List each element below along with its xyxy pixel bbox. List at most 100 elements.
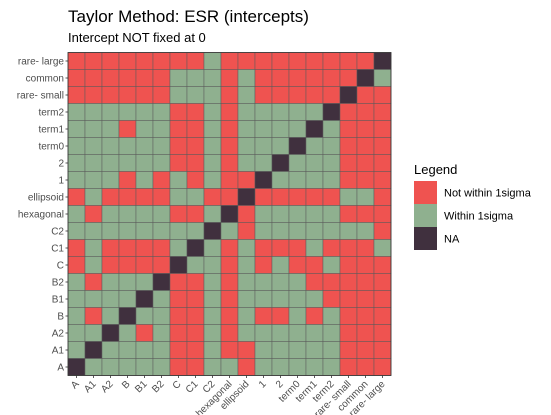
heatmap-cell	[67, 69, 86, 87]
legend-key-w	[414, 204, 437, 227]
heatmap-cell	[220, 341, 239, 359]
heatmap-cell	[203, 103, 222, 121]
y-tick-label: rare- large	[18, 57, 65, 68]
heatmap-cell	[254, 358, 273, 376]
heatmap-cell	[152, 86, 171, 104]
heatmap-cell	[254, 222, 273, 240]
heatmap-cell	[373, 69, 392, 87]
heatmap-cell	[356, 273, 375, 291]
heatmap-cell	[118, 137, 137, 155]
heatmap-cell	[186, 171, 205, 189]
heatmap-cell	[373, 86, 392, 104]
heatmap-cell	[305, 273, 324, 291]
heatmap-cell	[322, 69, 341, 87]
heatmap-cell	[305, 256, 324, 274]
heatmap-cell	[203, 358, 222, 376]
heatmap-cell	[356, 171, 375, 189]
heatmap-cell	[169, 120, 188, 138]
heatmap-cell	[339, 103, 358, 121]
heatmap-cell	[135, 171, 154, 189]
heatmap-cell	[186, 52, 205, 70]
heatmap-cell	[254, 188, 273, 206]
heatmap-cell	[67, 188, 86, 206]
heatmap-cell	[169, 171, 188, 189]
y-tick-label: A1	[52, 346, 65, 357]
heatmap-cell	[339, 341, 358, 359]
heatmap-cell	[305, 358, 324, 376]
heatmap-cell	[186, 222, 205, 240]
heatmap-cell	[67, 239, 86, 257]
heatmap-cell	[101, 341, 120, 359]
heatmap-cell	[254, 86, 273, 104]
heatmap-cell	[305, 103, 324, 121]
heatmap-cell	[339, 324, 358, 342]
heatmap-cell	[305, 341, 324, 359]
heatmap-cell	[220, 307, 239, 325]
heatmap-cell	[84, 52, 103, 70]
heatmap-cell	[84, 154, 103, 172]
heatmap-cell	[271, 222, 290, 240]
heatmap-cell	[152, 358, 171, 376]
heatmap-cell	[237, 290, 256, 308]
heatmap-cell	[356, 358, 375, 376]
heatmap-cell	[305, 171, 324, 189]
heatmap-cell	[84, 273, 103, 291]
heatmap-cell	[84, 120, 103, 138]
heatmap-cell	[118, 52, 137, 70]
heatmap-cell	[271, 120, 290, 138]
heatmap-cell	[67, 341, 86, 359]
heatmap-cell	[101, 222, 120, 240]
heatmap-cell	[373, 273, 392, 291]
heatmap-cell	[356, 154, 375, 172]
heatmap-cell	[237, 358, 256, 376]
heatmap-cell	[169, 154, 188, 172]
heatmap-cell	[84, 188, 103, 206]
heatmap-cell	[237, 171, 256, 189]
y-tick-label: B	[57, 312, 64, 323]
heatmap-cell	[135, 120, 154, 138]
heatmap-cell	[169, 273, 188, 291]
heatmap-cell	[186, 324, 205, 342]
heatmap-cell	[254, 69, 273, 87]
heatmap-cell	[186, 103, 205, 121]
heatmap-cell	[203, 239, 222, 257]
heatmap-cell	[135, 69, 154, 87]
x-tick-label: B1	[133, 379, 150, 396]
heatmap-cell	[169, 222, 188, 240]
legend-label: Within 1sigma	[444, 211, 514, 223]
heatmap-cell	[237, 205, 256, 223]
heatmap-cell	[101, 103, 120, 121]
heatmap-cell	[67, 256, 86, 274]
heatmap-cell	[186, 256, 205, 274]
heatmap-cell	[254, 52, 273, 70]
heatmap-cell	[67, 86, 86, 104]
heatmap-cell	[237, 52, 256, 70]
heatmap-cell	[84, 171, 103, 189]
heatmap-cell	[373, 171, 392, 189]
heatmap-cell	[101, 307, 120, 325]
legend-label: NA	[444, 234, 460, 246]
heatmap-cell	[356, 222, 375, 240]
heatmap-cell	[237, 273, 256, 291]
heatmap-cell	[169, 69, 188, 87]
heatmap-cell	[288, 324, 307, 342]
heatmap-cell	[220, 103, 239, 121]
heatmap-cell	[339, 137, 358, 155]
heatmap-cell	[203, 137, 222, 155]
y-tick-label: term1	[38, 125, 64, 136]
heatmap-cell	[135, 341, 154, 359]
legend-key-n	[414, 181, 437, 204]
y-tick-label: term0	[38, 142, 64, 153]
heatmap-cell	[152, 120, 171, 138]
heatmap-cell	[322, 307, 341, 325]
heatmap-cell	[67, 222, 86, 240]
heatmap-cell	[288, 120, 307, 138]
heatmap-cell	[237, 222, 256, 240]
heatmap-cell	[220, 256, 239, 274]
heatmap-cell	[186, 273, 205, 291]
heatmap-cell	[101, 171, 120, 189]
heatmap-cell	[67, 290, 86, 308]
heatmap-cell	[305, 188, 324, 206]
heatmap-cell	[322, 290, 341, 308]
